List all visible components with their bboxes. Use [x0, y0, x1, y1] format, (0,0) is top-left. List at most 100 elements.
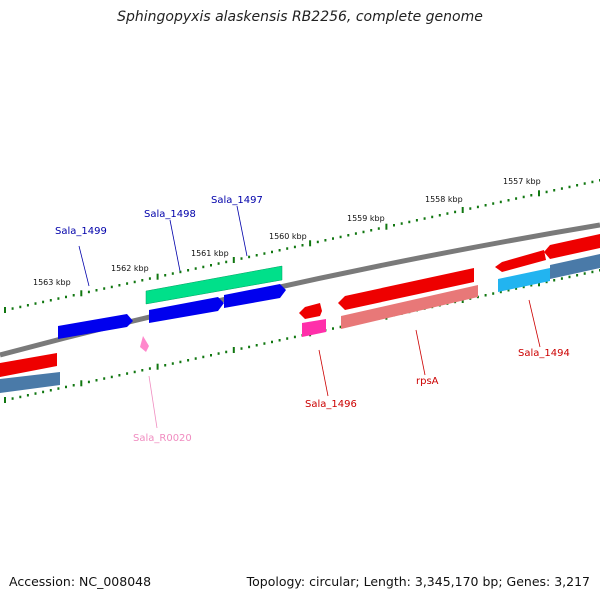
ruler-upper-minor-tick [271, 250, 273, 254]
gene-label-sala-1498: Sala_1498 [144, 209, 196, 220]
ruler-lower-minor-tick [11, 397, 14, 400]
ruler-upper-minor-tick [423, 217, 426, 220]
ruler-lower-minor-tick [118, 374, 121, 377]
feature-salmon-rpsA[interactable] [341, 285, 478, 329]
ruler-upper-minor-tick [126, 282, 129, 285]
feature-red-1496[interactable] [299, 303, 322, 319]
ruler-lower-minor-tick [87, 380, 90, 384]
ruler-lower-minor-tick [278, 339, 281, 342]
ruler-upper-minor-tick [438, 214, 441, 217]
ruler-lower-minor-tick [560, 277, 563, 280]
ruler-upper-minor-tick [164, 274, 167, 277]
ruler-upper-minor-tick [499, 200, 502, 204]
ruler-upper-minor-tick [568, 185, 571, 189]
ruler-lower-minor-tick [217, 352, 220, 355]
ruler-upper-minor-tick [446, 212, 449, 215]
ruler-upper-minor-tick [217, 262, 220, 265]
ruler-upper-minor-tick [11, 307, 14, 310]
ruler-lower-minor-tick [141, 369, 144, 372]
ruler-upper-minor-tick [408, 220, 411, 224]
ruler-upper-minor-tick [583, 182, 586, 185]
feature-steelblue-right[interactable] [550, 254, 600, 279]
gene-label-rpsA: rpsA [416, 376, 439, 387]
ruler-upper-minor-tick [141, 279, 144, 282]
ruler-label-1557: 1557 kbp [503, 177, 541, 186]
ruler-upper-minor-tick [118, 284, 121, 287]
ruler-lower-minor-tick [484, 294, 487, 297]
ruler-lower-minor-tick [248, 345, 251, 349]
feature-track-upper [0, 234, 600, 377]
ruler-upper-minor-tick [324, 239, 327, 242]
ruler-lower-minor-tick [179, 360, 182, 364]
feature-steelblue-left[interactable] [0, 372, 60, 393]
ruler-upper-minor-tick [57, 297, 60, 300]
ruler-upper-minor-tick [415, 219, 418, 222]
feature-pink-1496[interactable] [302, 319, 326, 337]
ruler-lower-minor-tick [568, 275, 571, 279]
ruler-upper-minor-tick [210, 264, 212, 267]
ruler-lower-minor-tick [263, 342, 266, 345]
ruler-lower-minor-tick [591, 270, 594, 274]
feature-blue-1499[interactable] [58, 314, 133, 339]
ruler-lower-minor-tick [210, 354, 212, 357]
ruler-lower-minor-tick [286, 337, 289, 340]
ruler-upper-minor-tick [19, 305, 22, 309]
gene-label-sala-1497: Sala_1497 [211, 195, 263, 206]
ruler-upper-minor-tick [133, 280, 136, 284]
ruler-upper-minor-tick [171, 272, 174, 275]
feature-track-lower [0, 254, 600, 393]
ruler-upper-major-tick [232, 257, 235, 263]
ruler-upper-minor-tick [42, 300, 45, 304]
ruler-upper-minor-tick [293, 245, 296, 249]
ruler-upper-minor-tick [255, 254, 258, 257]
gene-labels: Sala_1494 rpsA Sala_1496 Sala_1497 Sala_… [55, 195, 570, 444]
ruler-upper-minor-tick [553, 189, 556, 192]
ruler-label-1563: 1563 kbp [33, 278, 71, 287]
gene-label-sala-1499: Sala_1499 [55, 226, 107, 237]
genome-backbone [0, 222, 600, 358]
ruler-lower-minor-tick [332, 327, 334, 330]
ruler-upper-minor-tick [248, 255, 251, 259]
ruler-lower-minor-tick [133, 370, 136, 374]
ruler-upper [4, 179, 600, 313]
ruler-lower-minor-tick [164, 364, 167, 367]
ruler-lower-minor-tick [492, 292, 495, 295]
ruler-upper-minor-tick [278, 249, 281, 252]
ruler-upper-minor-tick [332, 237, 334, 240]
ruler-lower-minor-tick [583, 272, 586, 275]
ruler-upper-minor-tick [560, 187, 563, 190]
ruler-lower-minor-tick [499, 290, 502, 294]
feature-blue-1497[interactable] [224, 284, 286, 308]
ruler-lower-minor-tick [225, 350, 228, 354]
ruler-upper-minor-tick [339, 235, 342, 239]
feature-pink-R0020[interactable] [140, 336, 149, 352]
ruler-lower-minor-tick [148, 367, 151, 370]
ruler-upper-minor-tick [492, 202, 495, 205]
ruler-upper-minor-tick [362, 230, 365, 234]
ruler-upper-minor-tick [454, 210, 457, 214]
ruler-upper-minor-tick [286, 247, 289, 250]
ruler-upper-major-tick [385, 223, 388, 230]
feature-blue-1498[interactable] [149, 297, 224, 323]
accession-text: Accession: NC_008048 [9, 574, 152, 589]
gene-label-sala-1494: Sala_1494 [518, 348, 570, 359]
feature-green[interactable] [145, 265, 283, 305]
feature-red-rpsA[interactable] [338, 268, 474, 310]
ruler-upper-minor-tick [179, 270, 182, 274]
feature-red-1494b[interactable] [544, 234, 600, 259]
map-title: Sphingopyxis alaskensis RB2256, complete… [117, 9, 483, 25]
ruler-lower-minor-tick [65, 385, 67, 389]
feature-red-1494a[interactable] [495, 250, 546, 272]
ruler-lower-major-tick [232, 347, 235, 353]
ruler-lower-minor-tick [255, 344, 258, 347]
ruler-upper-minor-tick [530, 194, 533, 197]
ruler-upper-minor-tick [515, 197, 518, 200]
ruler-lower-minor-tick [26, 394, 29, 397]
ruler-lower-minor-tick [103, 377, 106, 380]
feature-cyan-1494[interactable] [498, 268, 550, 292]
feature-red-left[interactable] [0, 353, 57, 377]
ruler-lower-minor-tick [271, 340, 273, 344]
ruler-upper-minor-tick [110, 285, 113, 289]
ruler-lower-minor-tick [530, 284, 533, 287]
ruler-label-1561: 1561 kbp [191, 249, 229, 258]
